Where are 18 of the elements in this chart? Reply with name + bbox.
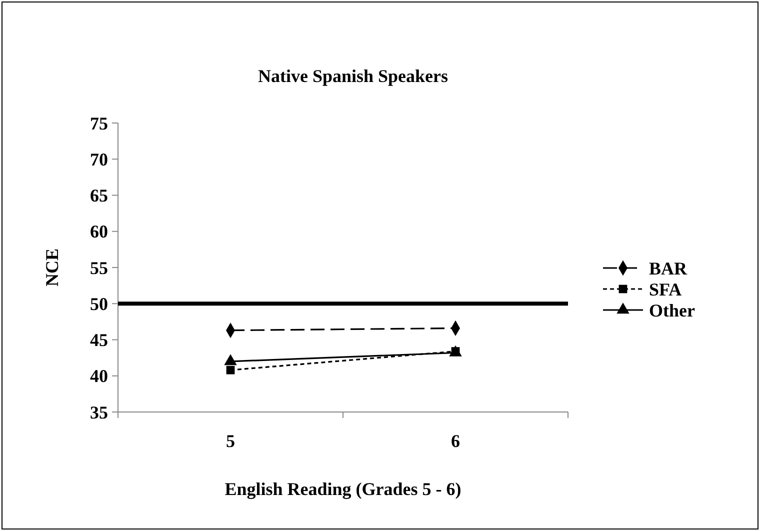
- y-tick-label: 60: [90, 222, 108, 242]
- y-tick-label: 75: [90, 113, 108, 134]
- y-tick-label: 70: [90, 149, 108, 170]
- y-tick-label: 40: [90, 366, 108, 386]
- point: [226, 366, 235, 374]
- y-tick-label: 45: [90, 330, 108, 350]
- x-tick-label: 6: [451, 431, 460, 451]
- y-tick-label: 65: [90, 186, 108, 206]
- x-tick-label: 5: [226, 431, 235, 451]
- legend-label: SFA: [649, 279, 682, 300]
- y-tick-label: 50: [90, 294, 108, 314]
- legend-label: BAR: [649, 258, 688, 278]
- x-axis-title: English Reading (Grades 5 - 6): [224, 479, 462, 499]
- y-tick-label: 55: [90, 258, 108, 278]
- y-tick-label: 35: [90, 402, 108, 422]
- y-axis-title: NCE: [42, 248, 62, 287]
- legend-label: Other: [649, 300, 695, 320]
- chart-title: Native Spanish Speakers: [258, 66, 448, 86]
